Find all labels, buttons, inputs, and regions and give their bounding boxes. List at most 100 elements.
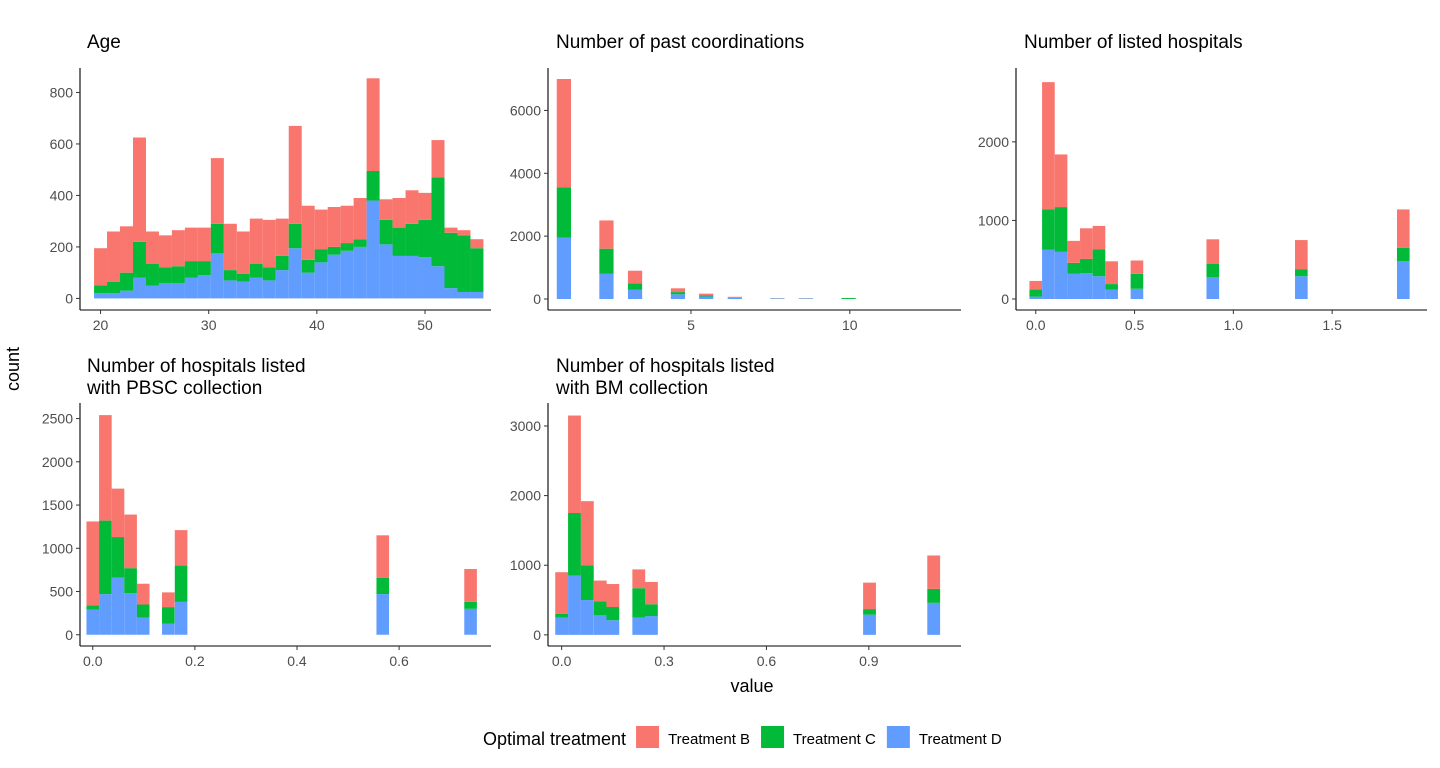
histogram-bar-treatment-d <box>1105 289 1118 299</box>
histogram-bar-treatment-c <box>158 267 172 283</box>
histogram-bar-treatment-c <box>670 292 686 295</box>
legend-label: Treatment D <box>919 731 1002 748</box>
histogram-bar-treatment-c <box>645 604 658 617</box>
y-tick-label: 400 <box>50 187 74 203</box>
histogram-bar-treatment-d <box>1042 249 1055 299</box>
y-tick-label: 0 <box>65 290 73 306</box>
histogram-bar-treatment-b <box>249 218 263 264</box>
histogram-bar-treatment-d <box>1054 251 1068 299</box>
y-tick-label: 1000 <box>510 557 541 573</box>
histogram-bar-treatment-d <box>275 270 289 299</box>
x-tick-label: 0.4 <box>287 653 307 669</box>
histogram-bar-treatment-c <box>262 267 276 281</box>
histogram-bar-treatment-b <box>236 231 250 274</box>
y-tick-label: 3000 <box>510 418 541 434</box>
histogram-bar-treatment-c <box>111 537 125 578</box>
histogram-bar-treatment-d <box>645 616 658 635</box>
histogram-bar-treatment-d <box>632 617 646 635</box>
histogram-bar-treatment-b <box>1042 82 1055 210</box>
facet-title: with PBSC collection <box>86 378 262 399</box>
histogram-bar-treatment-c <box>863 609 876 615</box>
histogram-bar-treatment-b <box>863 582 876 610</box>
histogram-bar-treatment-d <box>593 615 607 635</box>
histogram-bar-treatment-b <box>1080 228 1093 259</box>
histogram-bar-treatment-c <box>94 285 108 294</box>
histogram-bar-treatment-b <box>645 581 658 605</box>
histogram-bar-treatment-c <box>593 601 607 616</box>
histogram-bar-treatment-d <box>236 281 250 299</box>
histogram-bar-treatment-b <box>444 227 458 233</box>
histogram-bar-treatment-d <box>288 248 302 299</box>
histogram-bar-treatment-d <box>366 200 380 299</box>
legend-label: Treatment C <box>793 731 876 748</box>
histogram-bar-treatment-d <box>174 601 188 635</box>
x-axis-title: value <box>730 676 773 696</box>
histogram-bar-treatment-c <box>379 219 393 245</box>
histogram-bar-treatment-d <box>1092 276 1106 299</box>
histogram-bar-treatment-b <box>1130 260 1144 274</box>
legend-entry: Treatment B <box>636 726 750 748</box>
x-tick-label: 0.2 <box>185 653 205 669</box>
histogram-bar-treatment-b <box>133 137 146 242</box>
histogram-bar-treatment-d <box>927 602 941 635</box>
histogram-bar-treatment-b <box>111 488 125 538</box>
histogram-bar-treatment-c <box>1029 289 1043 297</box>
histogram-bar-treatment-d <box>145 285 159 299</box>
facet-panel: Number of listed hospitals 0 1000 2000 0.0 0.… <box>978 32 1427 333</box>
facet-title: Number of hospitals listed <box>556 356 775 377</box>
histogram-bar-treatment-b <box>632 569 646 589</box>
histogram-bar-treatment-c <box>366 170 380 201</box>
histogram-bar-treatment-c <box>1130 273 1144 289</box>
histogram-bar-treatment-b <box>99 415 112 521</box>
histogram-bar-treatment-c <box>1054 207 1068 252</box>
histogram-bar-treatment-c <box>1092 249 1106 277</box>
histogram-bar-treatment-c <box>1396 247 1410 262</box>
histogram-bar-treatment-c <box>1067 262 1081 274</box>
x-tick-label: 0.0 <box>83 653 103 669</box>
legend-swatch <box>636 726 660 748</box>
histogram-bar-treatment-b <box>210 158 224 224</box>
histogram-bar-treatment-c <box>555 613 569 618</box>
histogram-bar-treatment-d <box>392 255 406 299</box>
histogram-bar-treatment-d <box>107 293 121 299</box>
histogram-bar-treatment-d <box>1396 261 1410 299</box>
x-tick-label: 0.0 <box>552 653 572 669</box>
y-tick-label: 6000 <box>510 102 541 118</box>
histogram-bar-treatment-d <box>86 609 100 635</box>
histogram-bar-treatment-c <box>301 259 315 273</box>
y-tick-label: 2000 <box>978 134 1009 150</box>
histogram-bar-treatment-b <box>171 230 185 267</box>
x-tick-label: 0.6 <box>757 653 777 669</box>
histogram-bar-treatment-b <box>627 270 643 284</box>
histogram-bar-treatment-d <box>457 291 471 299</box>
histogram-bar-treatment-b <box>1054 154 1068 208</box>
histogram-bar-treatment-d <box>1130 288 1144 299</box>
x-tick-label: 10 <box>842 317 858 333</box>
histogram-bar-treatment-d <box>327 254 341 299</box>
histogram-bar-treatment-b <box>1067 240 1081 263</box>
histogram-bar-treatment-b <box>1295 240 1308 270</box>
facet-panel: Number of past coordinations 0 2000 4000 600… <box>510 32 961 333</box>
histogram-bar-treatment-b <box>158 235 172 268</box>
histogram-bar-treatment-d <box>1295 276 1308 299</box>
histogram-bar-treatment-b <box>107 231 121 282</box>
facet-title: Age <box>87 32 121 53</box>
histogram-bar-treatment-b <box>379 199 393 220</box>
histogram-bar-treatment-c <box>841 298 856 299</box>
histogram-bar-treatment-b <box>556 79 571 188</box>
y-tick-label: 1000 <box>42 540 73 556</box>
histogram-bar-treatment-d <box>1206 277 1220 299</box>
histogram-bar-treatment-b <box>927 555 941 589</box>
histogram-bar-treatment-c <box>133 241 146 278</box>
histogram-bar-treatment-d <box>470 291 484 299</box>
histogram-bar-treatment-c <box>927 588 941 603</box>
histogram-bar-treatment-c <box>340 243 354 251</box>
x-tick-label: 5 <box>687 317 695 333</box>
histogram-bar-treatment-c <box>236 273 250 282</box>
histogram-bar-treatment-d <box>670 294 686 299</box>
histogram-bar-treatment-b <box>699 293 714 296</box>
x-tick-label: 20 <box>93 317 109 333</box>
histogram-bar-treatment-c <box>405 223 419 256</box>
